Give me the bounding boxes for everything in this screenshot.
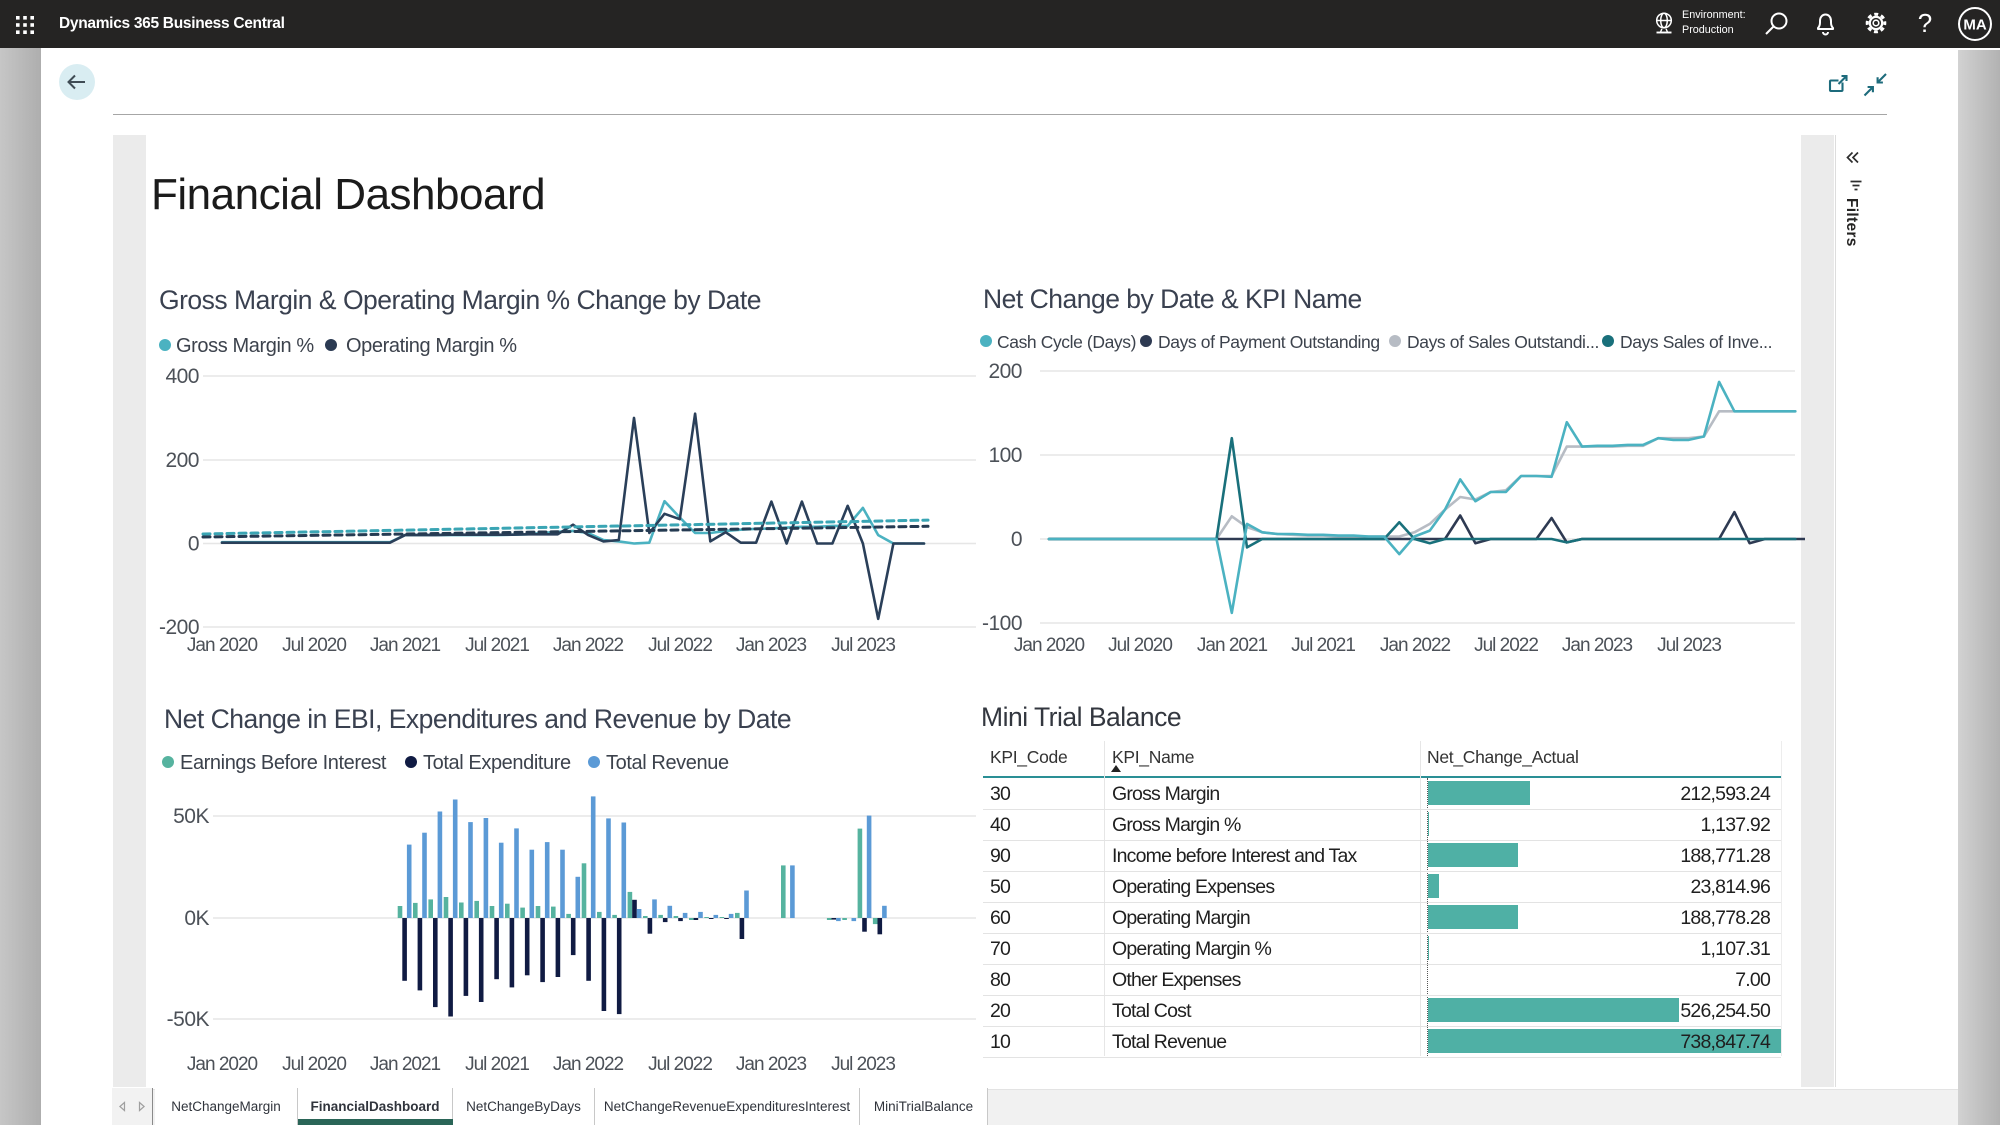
- svg-text:Days of Sales Outstandi...: Days of Sales Outstandi...: [1407, 332, 1599, 352]
- svg-text:Jul 2021: Jul 2021: [465, 1054, 529, 1075]
- svg-text:Jul 2021: Jul 2021: [1291, 635, 1355, 656]
- svg-text:Jul 2023: Jul 2023: [1657, 635, 1721, 656]
- svg-text:Total Revenue: Total Revenue: [606, 752, 729, 774]
- svg-text:Jul 2020: Jul 2020: [282, 635, 346, 656]
- svg-text:Jul 2023: Jul 2023: [831, 635, 895, 656]
- svg-text:Jan 2022: Jan 2022: [553, 635, 624, 656]
- svg-text:Jan 2021: Jan 2021: [1197, 635, 1268, 656]
- svg-text:Cash Cycle (Days): Cash Cycle (Days): [997, 332, 1136, 352]
- svg-text:Jul 2022: Jul 2022: [648, 635, 712, 656]
- svg-text:Days Sales of Inve...: Days Sales of Inve...: [1620, 332, 1772, 352]
- svg-text:Jul 2020: Jul 2020: [282, 1054, 346, 1075]
- svg-text:Jul 2022: Jul 2022: [1474, 635, 1538, 656]
- svg-text:Total Expenditure: Total Expenditure: [423, 752, 571, 774]
- svg-text:MA: MA: [1963, 17, 1986, 34]
- svg-text:Jan 2021: Jan 2021: [370, 635, 441, 656]
- svg-text:Jul 2023: Jul 2023: [831, 1054, 895, 1075]
- svg-text:50K: 50K: [173, 805, 209, 828]
- svg-text:Net Change by Date & KPI Name: Net Change by Date & KPI Name: [983, 284, 1362, 314]
- svg-text:-200: -200: [159, 616, 199, 639]
- svg-text:Jan 2021: Jan 2021: [370, 1054, 441, 1075]
- svg-text:Jan 2022: Jan 2022: [553, 1054, 624, 1075]
- svg-text:0: 0: [1011, 528, 1022, 551]
- svg-text:Jan 2020: Jan 2020: [187, 635, 258, 656]
- svg-text:Jan 2022: Jan 2022: [1380, 635, 1451, 656]
- svg-text:Gross Margin %: Gross Margin %: [176, 335, 314, 357]
- svg-text:200: 200: [165, 449, 199, 472]
- svg-text:?: ?: [1918, 8, 1932, 38]
- svg-text:Jan 2020: Jan 2020: [1014, 635, 1085, 656]
- svg-text:0K: 0K: [184, 907, 209, 930]
- svg-text:Jul 2022: Jul 2022: [648, 1054, 712, 1075]
- svg-text:100: 100: [988, 444, 1022, 467]
- svg-text:Gross Margin & Operating Margi: Gross Margin & Operating Margin % Change…: [159, 285, 761, 315]
- svg-text:Jan 2023: Jan 2023: [736, 1054, 807, 1075]
- svg-text:Jul 2020: Jul 2020: [1108, 635, 1172, 656]
- svg-text:Jan 2020: Jan 2020: [187, 1054, 258, 1075]
- svg-text:Days of Payment Outstanding: Days of Payment Outstanding: [1158, 332, 1380, 352]
- svg-text:Earnings Before Interest: Earnings Before Interest: [180, 752, 387, 774]
- svg-text:Net Change in EBI, Expenditure: Net Change in EBI, Expenditures and Reve…: [164, 704, 791, 734]
- svg-text:0: 0: [188, 533, 199, 556]
- svg-text:Jul 2021: Jul 2021: [465, 635, 529, 656]
- svg-text:Jan 2023: Jan 2023: [1562, 635, 1633, 656]
- svg-text:200: 200: [988, 360, 1022, 383]
- svg-text:-50K: -50K: [167, 1008, 210, 1031]
- svg-text:400: 400: [165, 365, 199, 388]
- svg-text:Jan 2023: Jan 2023: [736, 635, 807, 656]
- svg-text:-100: -100: [982, 612, 1022, 635]
- svg-text:Operating Margin %: Operating Margin %: [346, 335, 517, 357]
